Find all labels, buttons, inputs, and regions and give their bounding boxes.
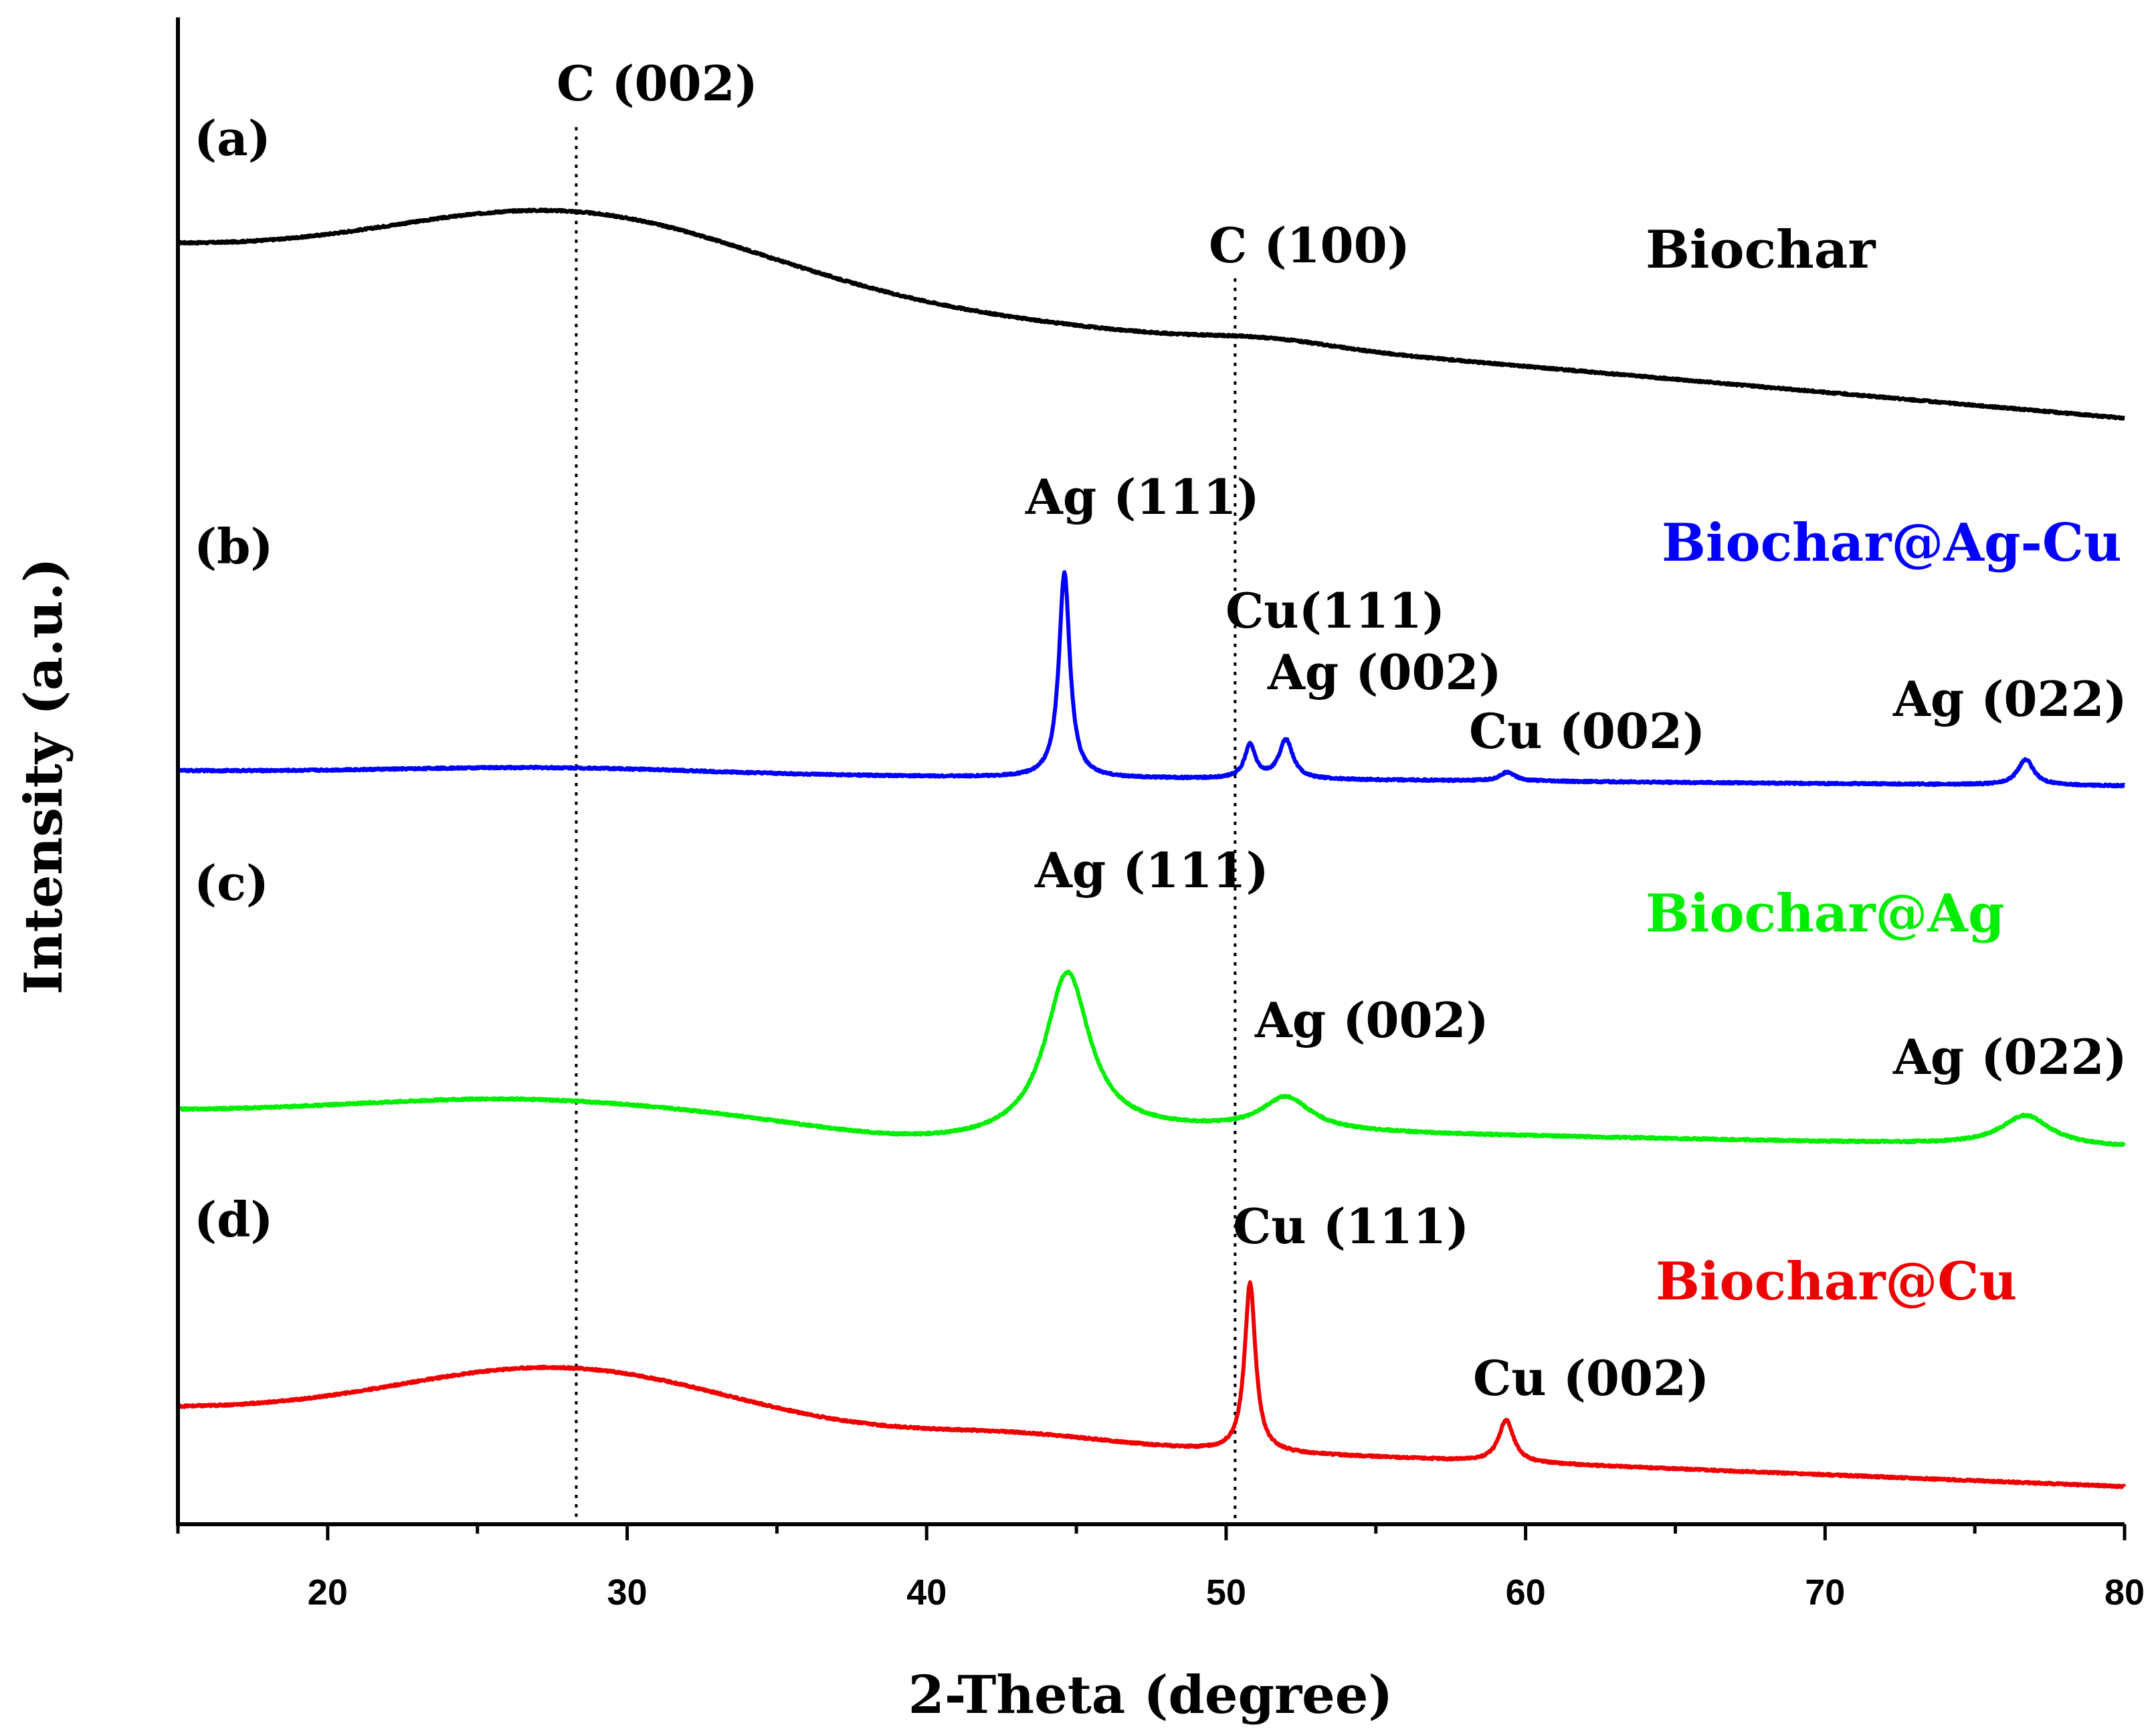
series-name-biochar-ag: Biochar@Ag [1646,883,2004,944]
biochar-ag-cu-line [176,570,2127,789]
x-tick-label-70: 70 [1805,1572,1845,1613]
peak-label-cu002-b: Cu (002) [1469,703,1705,759]
x-tick-label-30: 30 [607,1572,647,1613]
x-tick-label-80: 80 [2104,1572,2145,1613]
peak-label-ag111-c: Ag (111) [1034,842,1269,899]
peak-label-ag002-c: Ag (002) [1254,992,1489,1048]
biochar-line [176,207,2127,421]
panel-label-a: (a) [194,110,271,167]
peak-label-ag002-b: Ag (002) [1267,644,1502,701]
axes: 20 30 40 50 60 70 80 [176,17,2145,1613]
series-name-biochar-cu: Biochar@Cu [1656,1251,2017,1312]
peak-label-cu002-d: Cu (002) [1473,1350,1709,1406]
series-name-biochar: Biochar [1646,219,1876,280]
x-tick-label-20: 20 [308,1572,348,1613]
x-tick-label-50: 50 [1206,1572,1246,1613]
biochar-cu-line [176,1280,2127,1489]
x-tick-labels: 20 30 40 50 60 70 80 [308,1572,2145,1613]
peak-label-ag022-b: Ag (022) [1892,670,2127,727]
peak-label-ag111-b: Ag (111) [1025,468,1260,525]
peak-label-ag022-c: Ag (022) [1892,1028,2127,1085]
peak-label-cu111-d: Cu (111) [1233,1198,1469,1255]
c100-label: C (100) [1209,217,1410,274]
panel-label-b: (b) [194,518,273,575]
biochar-ag-line [176,970,2127,1148]
series-lines [176,207,2127,1489]
series-name-biochar-ag-cu: Biochar@Ag-Cu [1662,513,2122,573]
c002-label: C (002) [557,55,758,112]
peak-label-cu111-b: Cu(111) [1226,582,1445,639]
y-axis-title: Intensity (a.u.) [13,558,74,995]
x-axis-title: 2-Theta (degree) [908,1665,1393,1726]
panel-label-c: (c) [194,854,269,911]
panel-label-d: (d) [194,1191,273,1248]
reference-lines [575,127,1237,1524]
x-tick-label-60: 60 [1506,1572,1546,1613]
x-tick-label-40: 40 [906,1572,947,1613]
x-ticks [176,1524,2127,1540]
